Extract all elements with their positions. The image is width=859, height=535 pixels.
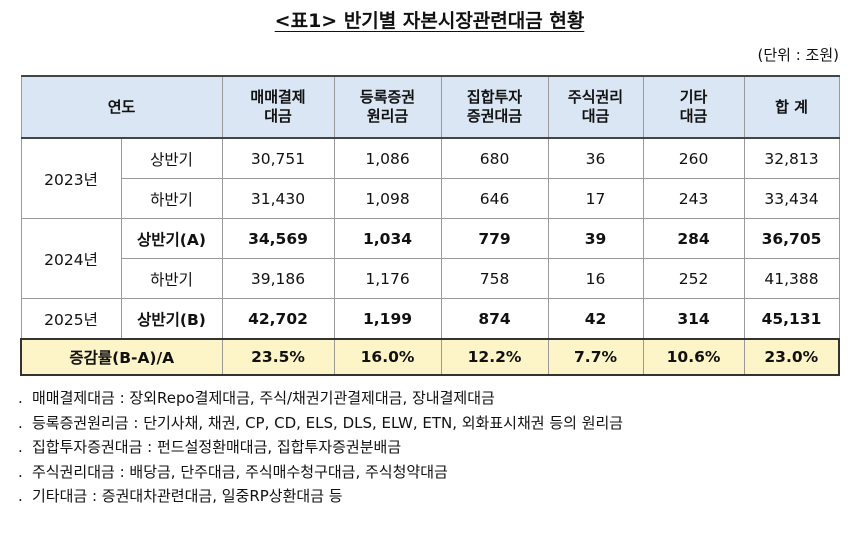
- half-cell: 하반기: [120, 178, 223, 219]
- value-cell: 1,086: [333, 137, 442, 179]
- value-cell: 42: [547, 298, 644, 340]
- header-total: 합 계: [743, 75, 840, 139]
- value-cell: 42,702: [221, 298, 335, 340]
- value-cell: 31,430: [221, 178, 335, 219]
- growth-rate-cell: 23.0%: [743, 338, 841, 376]
- half-cell: 하반기: [120, 258, 223, 299]
- growth-rate-cell: 7.7%: [547, 338, 644, 376]
- header-row: 연도 매매결제 대금 등록증권 원리금 집합투자 증권대금 주식권리 대금 기타…: [20, 75, 840, 139]
- total-cell: 36,705: [743, 218, 840, 259]
- footnote-bullet: .: [18, 487, 23, 505]
- half-cell: 상반기(B): [120, 298, 223, 340]
- footnote-item: . 주식권리대금 : 배당금, 단주대금, 주식매수청구대금, 주식청약대금: [18, 460, 623, 485]
- header-stock-rights: 주식권리 대금: [547, 75, 644, 139]
- table-row: 2023년 상반기 30,751 1,086 680 36 260 32,813: [20, 137, 840, 219]
- growth-rate-row: 증감률(B-A)/A 23.5% 16.0% 12.2% 7.7% 10.6% …: [19, 338, 841, 376]
- footnote-item: . 집합투자증권대금 : 펀드설정환매대금, 집합투자증권분배금: [18, 435, 623, 460]
- growth-rate-cell: 10.6%: [642, 338, 745, 376]
- value-cell: 16: [547, 258, 644, 299]
- table-row: 2025년 상반기(B) 42,702 1,199 874 42 314 45,…: [20, 298, 840, 340]
- unit-label: (단위 : 조원): [757, 46, 840, 64]
- half-cell: 상반기: [120, 137, 223, 179]
- value-cell: 314: [642, 298, 745, 340]
- table-row: 하반기 31,430 1,098 646 17 243 33,434: [21, 178, 840, 219]
- value-cell: 36: [547, 137, 644, 179]
- footnotes: . 매매결제대금 : 장외Repo결제대금, 주식/채권기관결제대금, 장내결제대…: [18, 386, 623, 509]
- table-title: <표1> 반기별 자본시장관련대금 현황: [274, 10, 585, 32]
- growth-rate-cell: 12.2%: [440, 338, 549, 376]
- value-cell: 1,098: [333, 178, 442, 219]
- footnote-item: . 등록증권원리금 : 단기사채, 채권, CP, CD, ELS, DLS, E…: [18, 411, 623, 436]
- footnote-bullet: .: [18, 413, 23, 432]
- header-year: 연도: [20, 75, 223, 139]
- header-trade-settlement: 매매결제 대금: [221, 75, 335, 139]
- table-row: 하반기 39,186 1,176 758 16 252 41,388: [21, 258, 840, 299]
- half-cell: 상반기(A): [120, 218, 223, 259]
- settlement-table: 연도 매매결제 대금 등록증권 원리금 집합투자 증권대금 주식권리 대금 기타…: [19, 75, 841, 376]
- value-cell: 1,176: [333, 258, 442, 299]
- growth-rate-cell: 16.0%: [333, 338, 442, 376]
- value-cell: 260: [642, 137, 745, 179]
- value-cell: 39: [547, 218, 644, 259]
- value-cell: 779: [440, 218, 549, 259]
- value-cell: 284: [642, 218, 745, 259]
- value-cell: 1,034: [333, 218, 442, 259]
- footnote-item: . 기타대금 : 증권대차관련대금, 일중RP상환대금 등: [18, 484, 623, 509]
- header-collective-investment: 집합투자 증권대금: [440, 75, 549, 139]
- value-cell: 39,186: [221, 258, 335, 299]
- value-cell: 34,569: [221, 218, 335, 259]
- header-other: 기타 대금: [642, 75, 745, 139]
- footnote-item: . 매매결제대금 : 장외Repo결제대금, 주식/채권기관결제대금, 장내결제대…: [18, 386, 623, 411]
- table-row: 2024년 상반기(A) 34,569 1,034 779 39 284 36,…: [20, 218, 840, 299]
- footnote-bullet: .: [18, 389, 23, 407]
- value-cell: 874: [440, 298, 549, 340]
- value-cell: 758: [440, 258, 549, 299]
- value-cell: 17: [547, 178, 644, 219]
- growth-rate-label: 증감률(B-A)/A: [19, 338, 223, 376]
- footnote-bullet: .: [18, 462, 23, 481]
- year-cell: 2023년: [20, 137, 122, 219]
- value-cell: 30,751: [221, 137, 335, 179]
- year-cell: 2025년: [20, 298, 122, 340]
- total-cell: 33,434: [743, 178, 840, 219]
- header-registered-securities: 등록증권 원리금: [333, 75, 442, 139]
- total-cell: 32,813: [743, 137, 840, 179]
- total-cell: 41,388: [743, 258, 840, 299]
- value-cell: 243: [642, 178, 745, 219]
- total-cell: 45,131: [743, 298, 840, 340]
- footnote-bullet: .: [18, 438, 23, 456]
- growth-rate-cell: 23.5%: [221, 338, 335, 376]
- value-cell: 680: [440, 137, 549, 179]
- value-cell: 646: [440, 178, 549, 219]
- value-cell: 252: [642, 258, 745, 299]
- year-cell: 2024년: [20, 218, 122, 299]
- value-cell: 1,199: [333, 298, 442, 340]
